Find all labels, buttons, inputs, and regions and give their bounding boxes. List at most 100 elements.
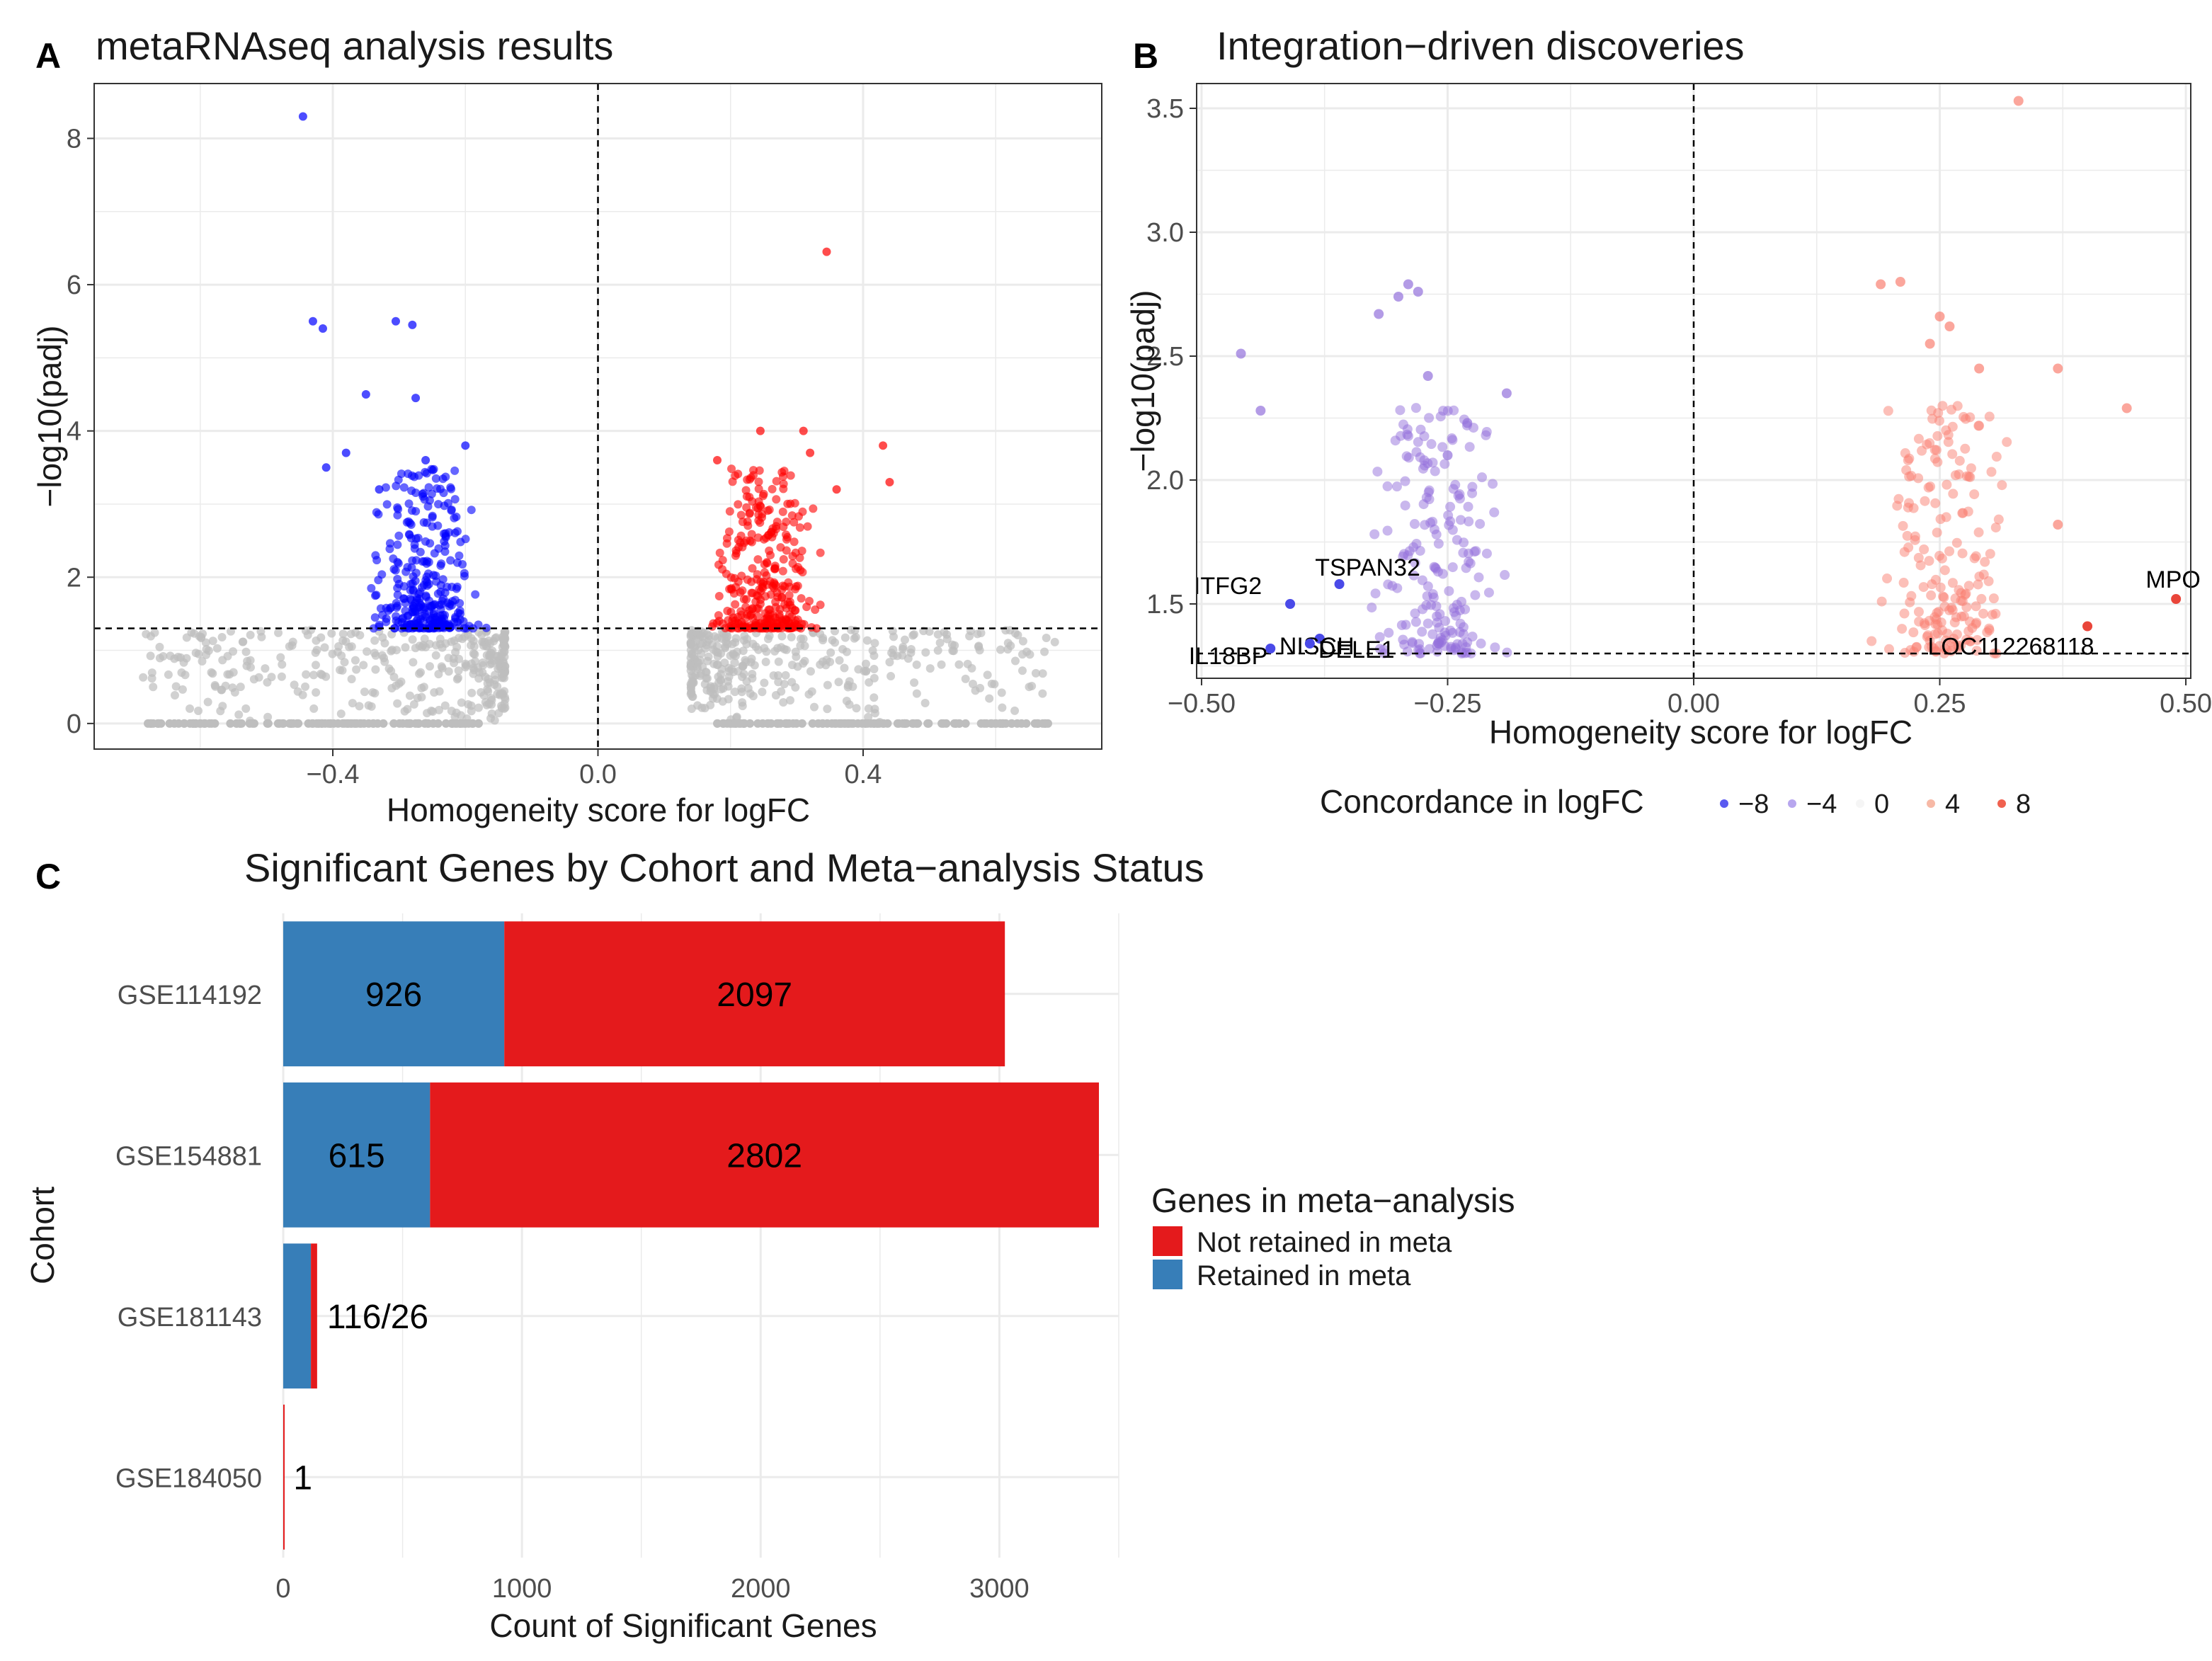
a-ns-point (452, 642, 462, 651)
a-ns-point (187, 628, 196, 637)
a-down-point (411, 534, 421, 543)
b-up-point (1911, 641, 1922, 652)
b-up-point (2053, 363, 2063, 374)
a-ns-point (1010, 706, 1020, 715)
a-ns-point (403, 704, 412, 714)
a-down-point (402, 620, 411, 629)
c-x-tick-label: 2000 (731, 1574, 791, 1604)
a-ns-point (818, 657, 827, 666)
a-ns-point (232, 719, 241, 728)
a-up-point (753, 503, 763, 513)
a-ns-point (171, 682, 181, 691)
b-up-point (1930, 498, 1941, 508)
b-up-point (1966, 463, 1976, 474)
c-category-label: GSE114192 (118, 981, 262, 1010)
a-down-point (429, 610, 438, 619)
c-x-tick-label: 3000 (969, 1574, 1030, 1604)
a-ns-point (241, 704, 251, 713)
b-up-point (1903, 455, 1913, 466)
panel-b-title: Integration−driven discoveries (1216, 23, 1745, 68)
a-up-point (754, 477, 763, 486)
a-ns-point (703, 656, 712, 666)
a-ns-point (965, 632, 974, 641)
a-ns-point (782, 645, 791, 654)
b-up-point (2053, 520, 2063, 530)
b-down-point (1413, 287, 1423, 297)
panel-b-letter: B (1133, 36, 1158, 76)
a-ns-point (370, 689, 380, 698)
b-up-point (1937, 625, 1948, 636)
b-down-point (1502, 647, 1512, 658)
a-ns-point (418, 641, 428, 650)
b-down-point (1437, 635, 1448, 646)
a-down-point (377, 570, 387, 579)
b-down-point (1400, 476, 1410, 486)
a-down-point (392, 481, 401, 491)
a-up-point (807, 623, 816, 632)
a-ns-point (864, 704, 873, 713)
a-ns-point (717, 649, 726, 658)
a-ns-point (309, 704, 319, 713)
b-up-point (1944, 321, 1955, 331)
a-ns-point (317, 633, 326, 642)
b-up-point (1915, 560, 1926, 571)
a-ns-point (870, 693, 879, 702)
b-up-point (1971, 617, 1982, 628)
a-down-point (370, 613, 380, 622)
a-up-point (778, 507, 787, 516)
b-up-point (1930, 574, 1941, 585)
a-ns-point (983, 670, 992, 680)
a-down-point (386, 604, 395, 613)
a-ns-point (723, 632, 732, 641)
a-ns-point (937, 719, 947, 728)
a-ns-point (474, 703, 483, 712)
b-up-point (1980, 556, 1990, 567)
a-x-ticks: −0.4 0.0 0.4 (307, 749, 882, 789)
a-down-point (436, 561, 445, 570)
a-ns-point (935, 638, 945, 647)
a-ns-point (454, 666, 463, 675)
a-down-point (408, 320, 417, 329)
b-down-point (1445, 516, 1456, 527)
a-ns-point (750, 661, 759, 670)
a-down-point (458, 560, 467, 569)
b-down-point (1372, 467, 1383, 477)
b-labeled-gene-point (2171, 594, 2182, 604)
b-up-point (1938, 591, 1949, 602)
a-ns-point (223, 651, 232, 661)
b-legend-key (1927, 799, 1935, 808)
a-down-point (393, 583, 402, 593)
a-ns-point (246, 663, 255, 672)
a-ns-point (976, 629, 986, 638)
a-ns-point (740, 632, 749, 641)
a-ns-point (479, 691, 489, 700)
b-up-point (1876, 596, 1887, 607)
a-down-point (411, 394, 421, 403)
b-up-point (1974, 363, 1985, 374)
b-down-point (1430, 466, 1440, 476)
a-y-tick-label: 4 (67, 417, 81, 447)
a-ns-point (371, 665, 380, 674)
b-up-point (1929, 445, 1940, 455)
a-up-point (773, 518, 782, 527)
a-ns-point (1038, 669, 1047, 678)
a-up-point (755, 466, 764, 475)
a-ns-point (481, 673, 490, 682)
b-up-point (1883, 406, 1893, 416)
a-ns-point (389, 719, 399, 728)
a-ns-point (139, 673, 148, 682)
a-ns-point (742, 677, 751, 686)
a-up-point (736, 510, 746, 520)
a-up-point (785, 590, 794, 600)
a-down-point (474, 620, 483, 629)
b-y-tick-label: 3.5 (1146, 94, 1184, 124)
b-down-point (1236, 348, 1246, 359)
a-ns-point (454, 634, 463, 643)
a-ns-point (731, 651, 740, 661)
a-up-point (802, 603, 811, 612)
a-down-point (394, 559, 403, 568)
a-ns-point (862, 636, 872, 645)
a-down-point (381, 483, 390, 492)
a-ns-point (785, 696, 794, 705)
a-ns-point (688, 673, 697, 682)
